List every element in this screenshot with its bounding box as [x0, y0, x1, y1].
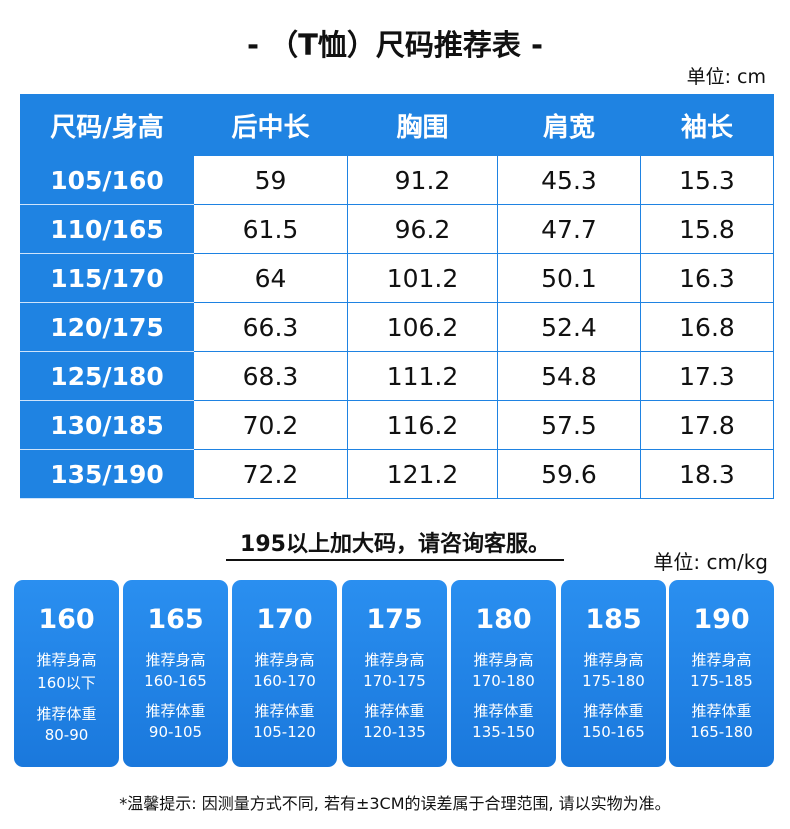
- value-cell: 59: [193, 155, 348, 205]
- card-label: 推荐体重: [145, 702, 206, 720]
- size-card: 170 推荐身高 160-170 推荐体重 105-120: [232, 580, 337, 767]
- value-cell: 106.2: [347, 302, 498, 352]
- card-size: 165: [147, 604, 204, 635]
- card-label: 推荐身高: [473, 651, 534, 669]
- card-size: 185: [585, 604, 642, 635]
- table-row: 130/185 70.2 116.2 57.5 17.8: [20, 400, 774, 450]
- header-cell: 胸围: [347, 94, 498, 156]
- value-cell: 68.3: [193, 351, 348, 401]
- card-value: 170-175: [363, 672, 426, 690]
- table-row: 110/165 61.5 96.2 47.7 15.8: [20, 204, 774, 254]
- value-cell: 64: [193, 253, 348, 303]
- value-cell: 70.2: [193, 400, 348, 450]
- value-cell: 54.8: [497, 351, 641, 401]
- size-card: 180 推荐身高 170-180 推荐体重 135-150: [451, 580, 556, 767]
- notice: 195以上加大码，请咨询客服。: [226, 532, 564, 561]
- size-cell: 130/185: [20, 400, 194, 450]
- header-cell: 肩宽: [497, 94, 641, 156]
- value-cell: 59.6: [497, 449, 641, 499]
- value-cell: 57.5: [497, 400, 641, 450]
- card-value: 150-165: [582, 723, 645, 741]
- card-label: 推荐身高: [691, 651, 752, 669]
- footer: *温馨提示: 因测量方式不同, 若有±3CM的误差属于合理范围, 请以实物为准。: [119, 794, 671, 813]
- size-cell: 120/175: [20, 302, 194, 352]
- card-label: 推荐体重: [254, 702, 315, 720]
- card-label: 推荐身高: [583, 651, 644, 669]
- card-size: 160: [38, 604, 95, 635]
- value-cell: 61.5: [193, 204, 348, 254]
- value-cell: 96.2: [347, 204, 498, 254]
- size-card: 165 推荐身高 160-165 推荐体重 90-105: [123, 580, 228, 767]
- value-cell: 47.7: [497, 204, 641, 254]
- size-cell: 135/190: [20, 449, 194, 499]
- size-cell: 125/180: [20, 351, 194, 401]
- table-row: 125/180 68.3 111.2 54.8 17.3: [20, 351, 774, 401]
- table-row: 105/160 59 91.2 45.3 15.3: [20, 155, 774, 205]
- card-label: 推荐体重: [583, 702, 644, 720]
- size-cell: 105/160: [20, 155, 194, 205]
- card-size: 170: [256, 604, 313, 635]
- card-value: 160-170: [253, 672, 316, 690]
- table-row: 135/190 72.2 121.2 59.6 18.3: [20, 449, 774, 499]
- value-cell: 101.2: [347, 253, 498, 303]
- table-row: 120/175 66.3 106.2 52.4 16.8: [20, 302, 774, 352]
- value-cell: 52.4: [497, 302, 641, 352]
- card-value: 160-165: [144, 672, 207, 690]
- table-row: 115/170 64 101.2 50.1 16.3: [20, 253, 774, 303]
- header-cell: 尺码/身高: [20, 94, 194, 156]
- card-value: 105-120: [253, 723, 316, 741]
- card-label: 推荐体重: [364, 702, 425, 720]
- title: - （T恤）尺码推荐表 -: [246, 28, 544, 62]
- card-value: 120-135: [363, 723, 426, 741]
- size-card: 160 推荐身高 160以下推荐体重 80-90: [14, 580, 119, 767]
- value-cell: 17.3: [640, 351, 774, 401]
- value-cell: 18.3: [640, 449, 774, 499]
- card-value: 160以下: [37, 674, 96, 692]
- value-cell: 16.3: [640, 253, 774, 303]
- card-value: 80-90: [44, 726, 89, 744]
- value-cell: 15.3: [640, 155, 774, 205]
- size-card: 190 推荐身高 175-185 推荐体重 165-180: [669, 580, 774, 767]
- size-card: 185 推荐身高 175-180 推荐体重 150-165: [561, 580, 666, 767]
- unit: 单位: cm/kg: [653, 550, 768, 574]
- card-label: 推荐体重: [36, 705, 97, 723]
- unit: 单位: cm: [686, 66, 766, 88]
- card-value: 170-180: [472, 672, 535, 690]
- size-table: 尺码/身高 后中长 胸围 肩宽 袖长 105/160 59 91.2 45.3 15.3 110/1…: [20, 94, 774, 499]
- card-label: 推荐体重: [691, 702, 752, 720]
- header-cell: 袖长: [640, 94, 774, 156]
- card-size: 180: [475, 604, 532, 635]
- card-value: 175-180: [582, 672, 645, 690]
- value-cell: 66.3: [193, 302, 348, 352]
- notice-row: 195以上加大码，请咨询客服。: [0, 526, 790, 561]
- card-value: 175-185: [690, 672, 753, 690]
- value-cell: 50.1: [497, 253, 641, 303]
- value-cell: 121.2: [347, 449, 498, 499]
- header-row: 尺码/身高 后中长 胸围 肩宽 袖长: [20, 94, 774, 156]
- card-label: 推荐身高: [254, 651, 315, 669]
- card-value: 135-150: [472, 723, 535, 741]
- card-size: 190: [693, 604, 750, 635]
- size-cell: 110/165: [20, 204, 194, 254]
- value-cell: 91.2: [347, 155, 498, 205]
- value-cell: 116.2: [347, 400, 498, 450]
- card-label: 推荐身高: [145, 651, 206, 669]
- value-cell: 45.3: [497, 155, 641, 205]
- card-label: 推荐身高: [364, 651, 425, 669]
- value-cell: 111.2: [347, 351, 498, 401]
- value-cell: 16.8: [640, 302, 774, 352]
- value-cell: 15.8: [640, 204, 774, 254]
- card-label: 推荐体重: [473, 702, 534, 720]
- size-cell: 115/170: [20, 253, 194, 303]
- card-value: 165-180: [690, 723, 753, 741]
- size-card: 175 推荐身高 170-175 推荐体重 120-135: [342, 580, 447, 767]
- card-value: 90-105: [148, 723, 203, 741]
- card-size: 175: [366, 604, 423, 635]
- value-cell: 17.8: [640, 400, 774, 450]
- card-label: 推荐身高: [36, 651, 97, 669]
- value-cell: 72.2: [193, 449, 348, 499]
- header-cell: 后中长: [193, 94, 348, 156]
